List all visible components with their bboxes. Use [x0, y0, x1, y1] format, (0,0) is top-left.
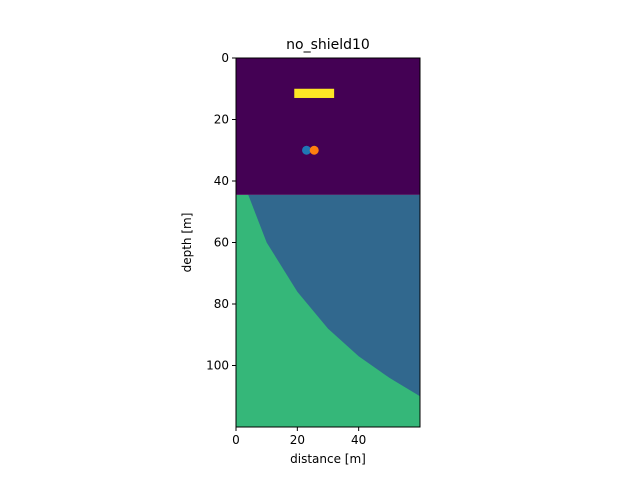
- y-axis-label: depth [m]: [180, 213, 194, 273]
- region-upper-layer: [248, 194, 420, 397]
- x-axis-label: distance [m]: [290, 452, 366, 466]
- y-tick-label: 20: [214, 113, 229, 127]
- chart-marks: [302, 145, 319, 155]
- x-tick-label: 20: [290, 433, 305, 447]
- y-tick-label: 100: [206, 359, 229, 373]
- x-tick-label: 0: [232, 433, 240, 447]
- y-axis: 0 20 40 60 80 100: [206, 51, 236, 373]
- y-tick-label: 80: [214, 297, 229, 311]
- x-axis: 0 20 40: [232, 427, 366, 447]
- heatmap-image: [236, 58, 420, 427]
- scatter-point-1: [309, 145, 319, 155]
- source-bar: [294, 88, 335, 98]
- scatter-point-0: [302, 145, 312, 155]
- y-tick-label: 0: [221, 51, 229, 65]
- y-tick-label: 60: [214, 236, 229, 250]
- x-tick-label: 40: [351, 433, 366, 447]
- region-air: [236, 58, 420, 195]
- chart-title: no_shield10: [286, 37, 370, 53]
- y-tick-label: 40: [214, 174, 229, 188]
